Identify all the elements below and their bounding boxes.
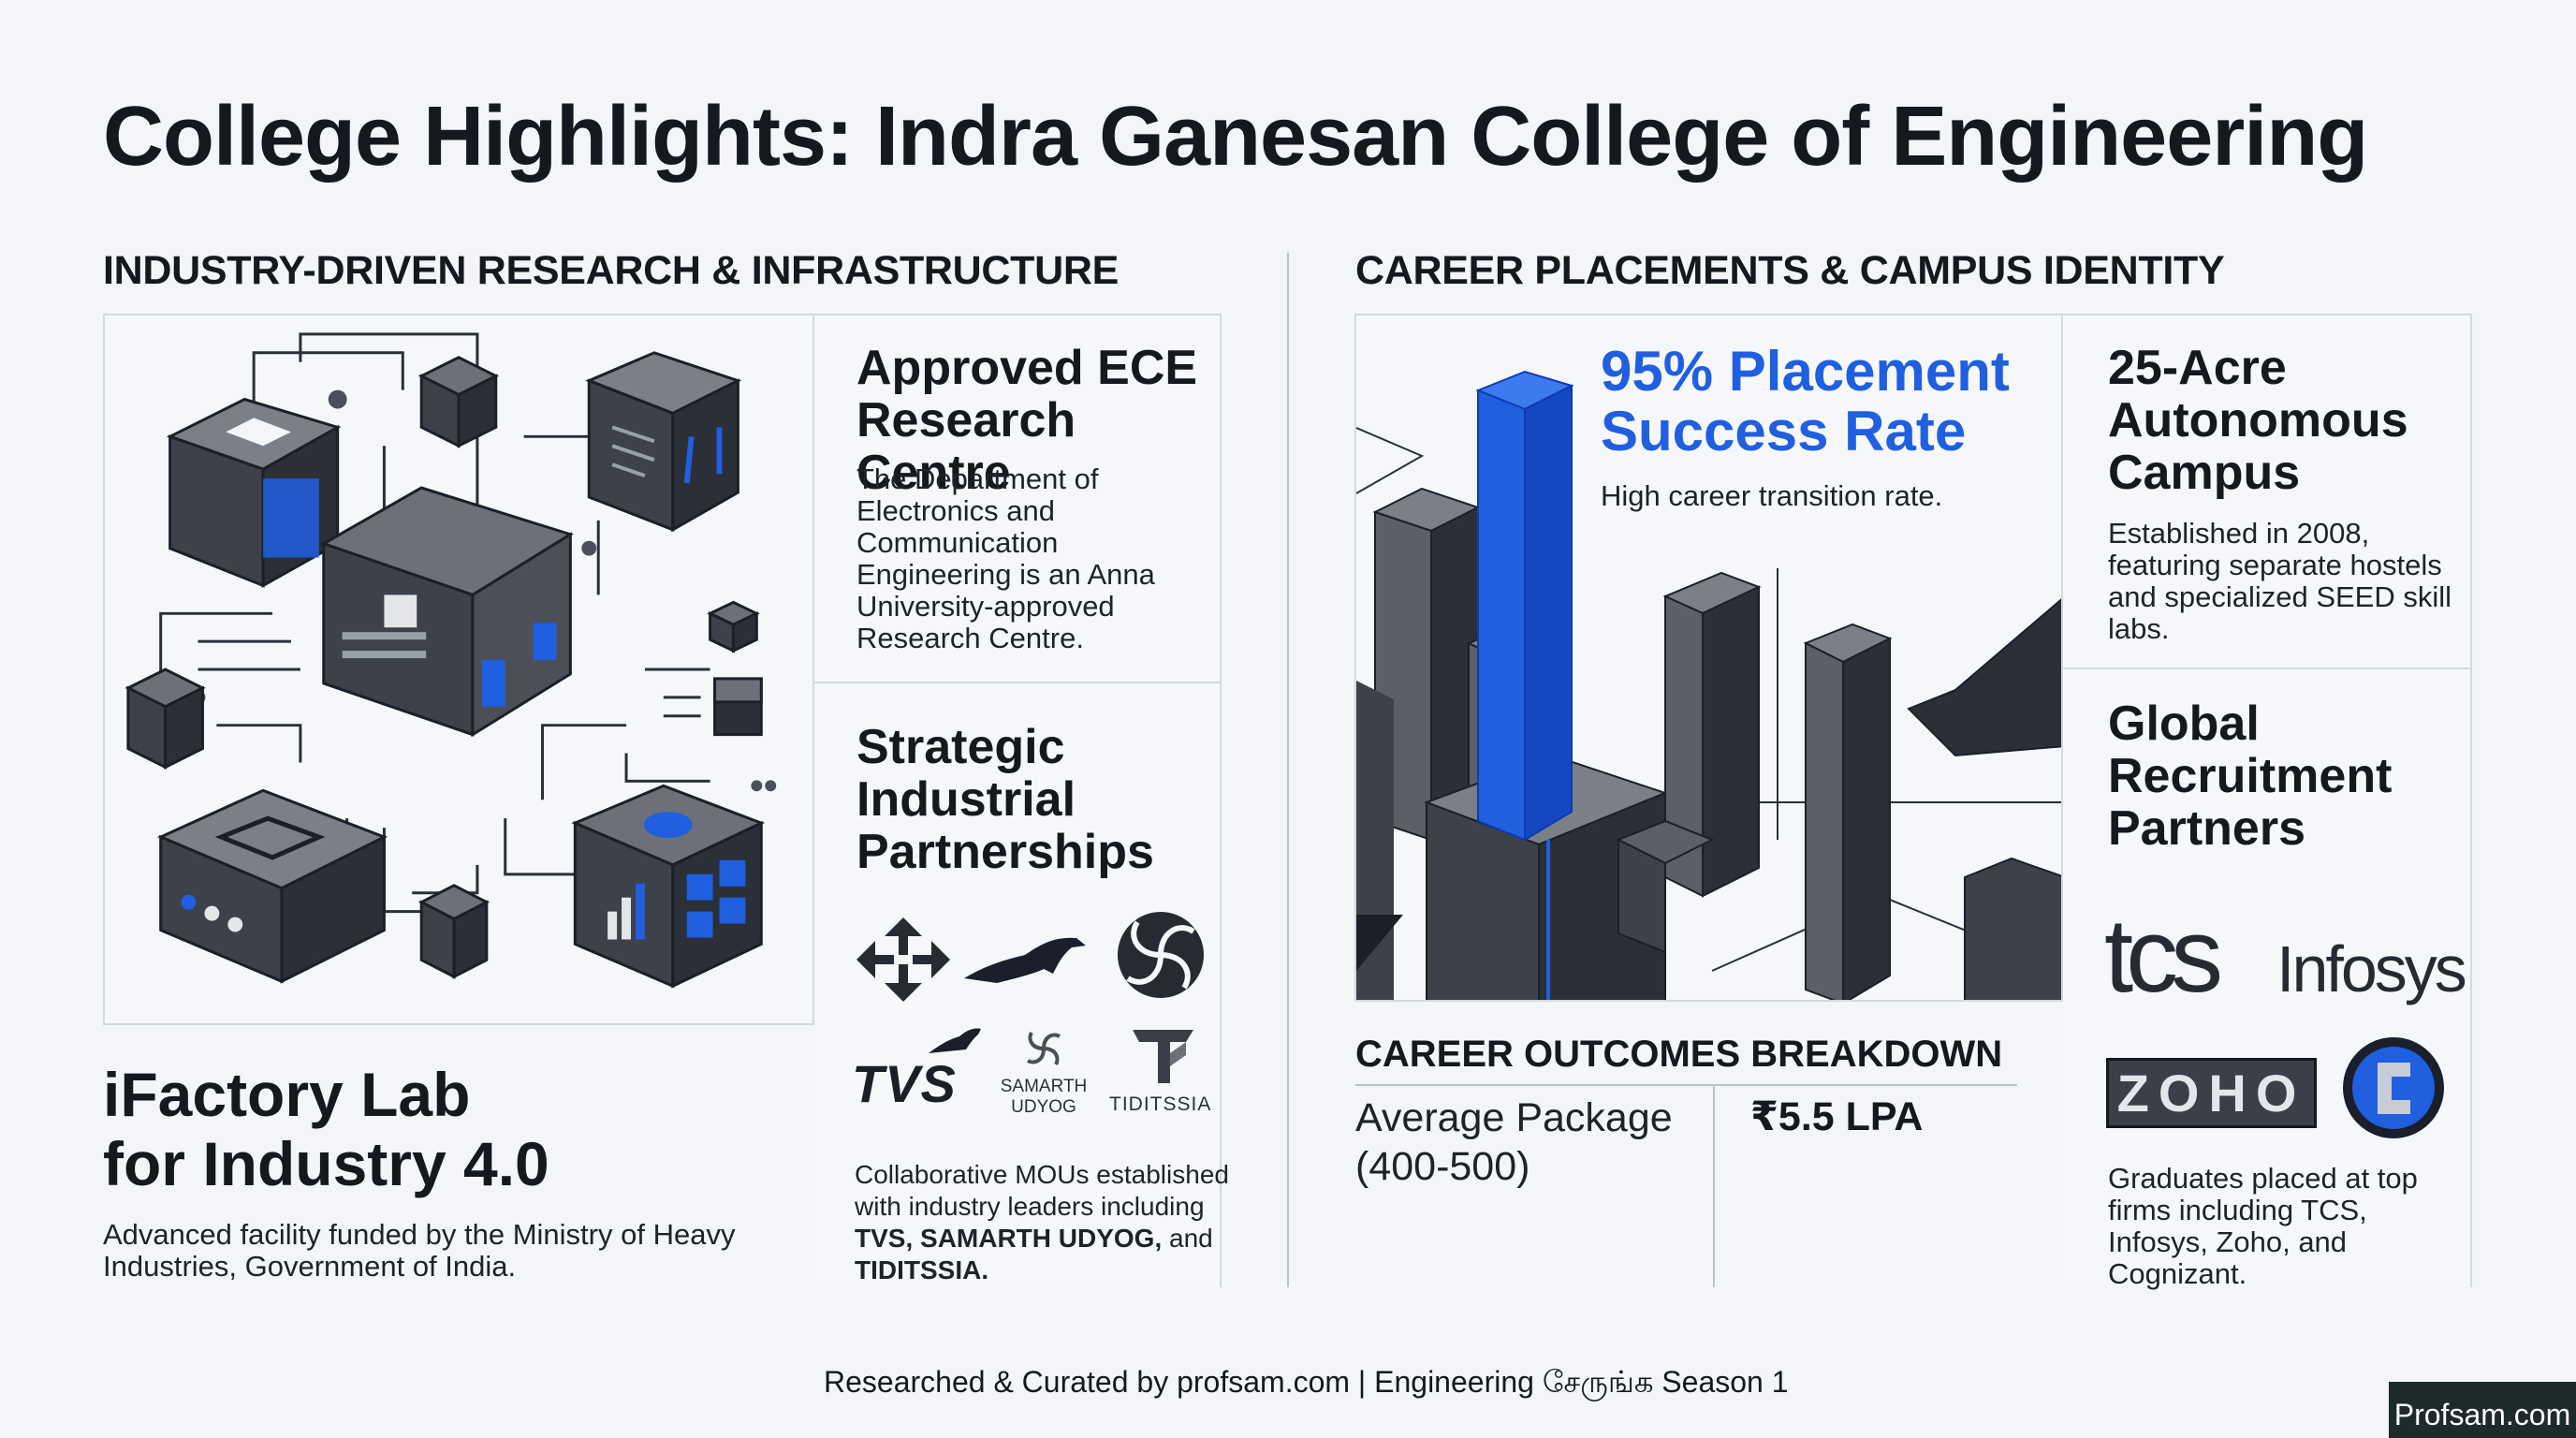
cognizant-logo-icon: [2343, 1037, 2444, 1138]
tiditssia-icon: [1133, 1030, 1193, 1083]
partner-logo-aperture-icon: [1118, 912, 1204, 998]
section-divider: [1287, 253, 1289, 1287]
outcomes-heading: CAREER OUTCOMES BREAKDOWN: [1355, 1034, 2003, 1075]
partner-logo-horse-icon: [964, 937, 1086, 983]
tvs-horse-icon: [929, 1028, 981, 1053]
partnerships-title: Strategic Industrial Partnerships: [856, 720, 1154, 879]
outcomes-rule: [1355, 1084, 2017, 1086]
ifactory-title: iFactory Lab for Industry 4.0: [103, 1060, 549, 1198]
partnerships-desc-prefix: Collaborative MOUs established with indu…: [855, 1160, 1229, 1221]
ece-title: Approved ECE Research Centre: [856, 341, 1198, 500]
footer-credit: Researched & Curated by profsam.com | En…: [824, 1365, 1789, 1399]
udyog-word: UDYOG: [1011, 1097, 1076, 1117]
brand-badge[interactable]: Profsam.com: [2389, 1382, 2576, 1438]
recruiters-card: [2063, 668, 2472, 1287]
brand-text: Profsam.com: [2393, 1398, 2571, 1431]
circuit-cubes-icon: [124, 332, 777, 989]
right-section-heading: CAREER PLACEMENTS & CAMPUS IDENTITY: [1355, 248, 2225, 293]
zoho-logo: ZOHO: [2106, 1058, 2317, 1128]
samarth-word: SAMARTH: [1000, 1077, 1088, 1096]
partnerships-desc-mid: and: [1162, 1224, 1213, 1253]
page-title: College Highlights: Indra Ganesan Colleg…: [103, 90, 2368, 183]
tcs-logo: tcs: [2104, 897, 2223, 1014]
recruiters-description: Graduates placed at top firms including …: [2108, 1162, 2418, 1290]
ece-description: The Department of Electronics and Commun…: [856, 462, 1155, 654]
campus-card: [2063, 314, 2472, 669]
cube-tl: [166, 397, 342, 589]
partnerships-desc-bold2: TIDITSSIA.: [855, 1255, 989, 1284]
ifactory-illustration-panel: [103, 314, 814, 1025]
infosys-logo: Infosys: [2276, 932, 2467, 1005]
zoho-text: ZOHO: [2116, 1064, 2306, 1123]
recruiters-title: Global Recruitment Partners: [2108, 697, 2393, 856]
ifactory-title-line1: iFactory Lab: [103, 1060, 471, 1129]
tvs-logo: TVS: [852, 1054, 957, 1113]
partner-logo-1-icon: [856, 917, 950, 1002]
tiditssia-logo: TIDITSSIA: [1109, 1093, 1212, 1115]
ece-card: [814, 314, 1222, 683]
ifactory-description: Advanced facility funded by the Ministry…: [103, 1218, 736, 1283]
samarth-udyog-logo: SAMARTH UDYOG: [992, 1077, 1095, 1118]
ifactory-title-line2: for Industry 4.0: [103, 1129, 549, 1198]
left-section-heading: INDUSTRY-DRIVEN RESEARCH & INFRASTRUCTUR…: [103, 248, 1120, 293]
outcomes-value: ₹5.5 LPA: [1750, 1094, 1924, 1139]
partnerships-desc-bold1: TVS, SAMARTH UDYOG,: [855, 1224, 1163, 1253]
campus-description: Established in 2008, featuring separate …: [2108, 517, 2452, 645]
partnerships-description: Collaborative MOUs established with indu…: [855, 1159, 1252, 1286]
placement-title: 95% Placement Success Rate: [1601, 340, 2010, 462]
outcomes-divider: [1713, 1086, 1715, 1287]
placement-card: [1354, 314, 2063, 1002]
samarth-udyog-icon: [1027, 1032, 1061, 1065]
placement-description: High career transition rate.: [1601, 479, 1943, 512]
outcomes-label: Average Package (400-500): [1355, 1095, 1673, 1189]
campus-title: 25-Acre Autonomous Campus: [2108, 341, 2408, 500]
skyline-bars-icon: [1356, 370, 2061, 1000]
